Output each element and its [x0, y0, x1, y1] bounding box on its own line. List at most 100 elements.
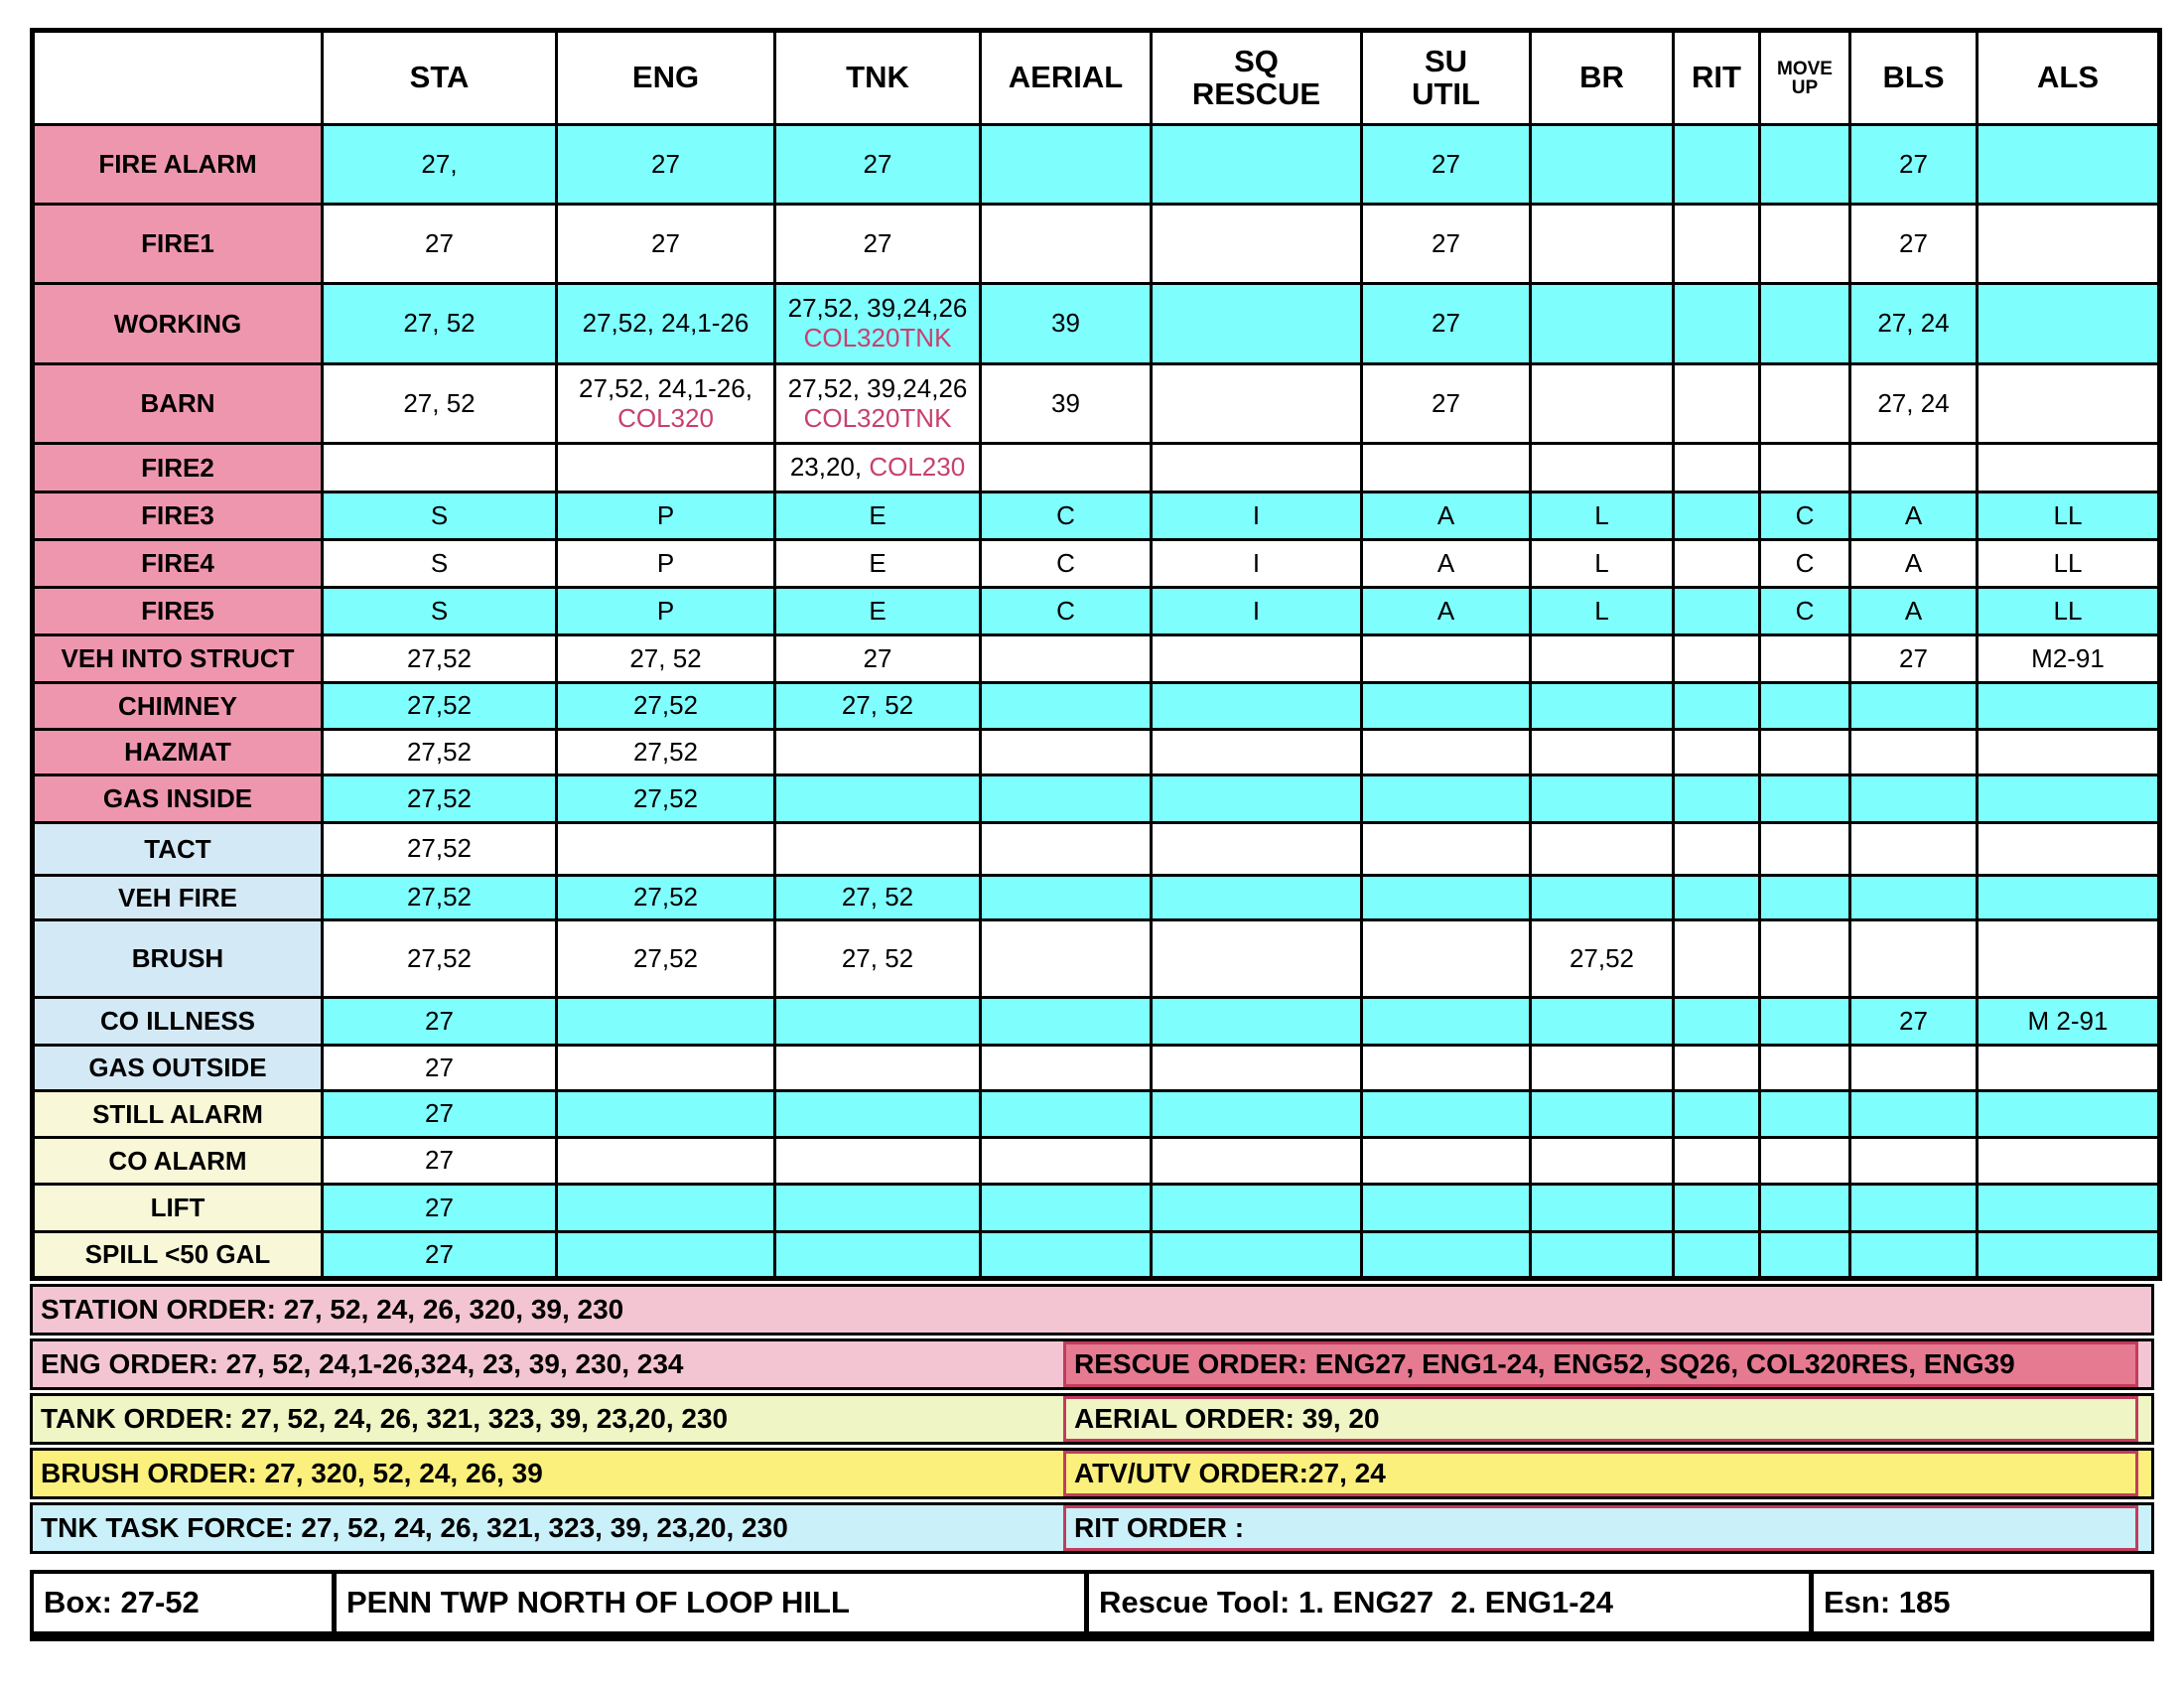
cell-fire3-SQ-RESCUE: I: [1150, 491, 1363, 541]
cell-barn-RIT: [1672, 362, 1761, 445]
tank-order-row: TANK ORDER: 27, 52, 24, 26, 321, 323, 39…: [30, 1393, 2154, 1445]
row-label-spill-50-gal: SPILL <50 GAL: [31, 1230, 324, 1280]
cell-gas-outside-TNK: [773, 1044, 982, 1092]
row-label-fire-alarm: FIRE ALARM: [31, 123, 324, 206]
cell-gas-outside-ALS: [1976, 1044, 2161, 1092]
esn-number: Esn: 185: [1809, 1574, 2150, 1631]
tnk-task-force-row: TNK TASK FORCE: 27, 52, 24, 26, 321, 323…: [30, 1502, 2154, 1554]
cell-fire1-BLS: 27: [1848, 203, 1979, 285]
cell-barn-SQ-RESCUE: [1150, 362, 1363, 445]
cell-chimney-SQ-RESCUE: [1150, 681, 1363, 731]
cell-tact-SU-UTIL: [1360, 821, 1532, 877]
cell-hazmat-SQ-RESCUE: [1150, 728, 1363, 776]
cell-gas-outside-AERIAL: [979, 1044, 1153, 1092]
cell-spill-50-gal-AERIAL: [979, 1230, 1153, 1280]
cell-co-illness-RIT: [1672, 996, 1761, 1047]
cell-fire1-RIT: [1672, 203, 1761, 285]
cell-brush-TNK: 27, 52: [773, 918, 982, 999]
column-header-ENG: ENG: [555, 29, 776, 126]
rescue-tool-order: Rescue Tool: 1. ENG27 2. ENG1-24: [1084, 1574, 1809, 1631]
cell-hazmat-SU-UTIL: [1360, 728, 1532, 776]
cell-barn-STA: 27, 52: [321, 362, 558, 445]
cell-brush-SU-UTIL: [1360, 918, 1532, 999]
cell-barn-SU-UTIL: 27: [1360, 362, 1532, 445]
order-lists: STATION ORDER: 27, 52, 24, 26, 320, 39, …: [30, 1284, 2154, 1554]
cell-still-alarm-TNK: [773, 1089, 982, 1139]
cell-tact-ALS: [1976, 821, 2161, 877]
cell-fire-alarm-TNK: 27: [773, 123, 982, 206]
cell-working-ENG: 27,52, 24,1-26: [555, 282, 776, 365]
cell-fire2-BLS: [1848, 442, 1979, 493]
cell-fire5-ENG: P: [555, 586, 776, 636]
cell-tact-RIT: [1672, 821, 1761, 877]
cell-co-alarm-TNK: [773, 1136, 982, 1186]
cell-tact-BLS: [1848, 821, 1979, 877]
cell-barn-AERIAL: 39: [979, 362, 1153, 445]
cell-lift-TNK: [773, 1183, 982, 1233]
cell-fire5-MOVE-UP: C: [1758, 586, 1851, 636]
row-label-fire4: FIRE4: [31, 538, 324, 589]
cell-working-SU-UTIL: 27: [1360, 282, 1532, 365]
cell-tact-SQ-RESCUE: [1150, 821, 1363, 877]
cell-veh-into-struct-RIT: [1672, 633, 1761, 684]
cell-lift-ALS: [1976, 1183, 2161, 1233]
cell-brush-ALS: [1976, 918, 2161, 999]
cell-still-alarm-BR: [1529, 1089, 1675, 1139]
row-label-still-alarm: STILL ALARM: [31, 1089, 324, 1139]
column-header-BLS: BLS: [1848, 29, 1979, 126]
cell-chimney-TNK: 27, 52: [773, 681, 982, 731]
cell-co-illness-STA: 27: [321, 996, 558, 1047]
cell-fire3-RIT: [1672, 491, 1761, 541]
cell-gas-inside-MOVE-UP: [1758, 774, 1851, 824]
cell-fire3-STA: S: [321, 491, 558, 541]
cell-fire1-ENG: 27: [555, 203, 776, 285]
cell-fire-alarm-AERIAL: [979, 123, 1153, 206]
cell-veh-fire-BLS: [1848, 874, 1979, 921]
cell-fire2-MOVE-UP: [1758, 442, 1851, 493]
table-body: FIRE ALARM 27, 27 27 27 27 FIRE1 27 27 27 27 27 WORK…: [31, 123, 2161, 1280]
cell-fire5-TNK: E: [773, 586, 982, 636]
corner-cell: [31, 29, 324, 126]
cell-gas-inside-BR: [1529, 774, 1675, 824]
cell-gas-inside-SQ-RESCUE: [1150, 774, 1363, 824]
cell-fire-alarm-STA: 27,: [321, 123, 558, 206]
cell-gas-outside-STA: 27: [321, 1044, 558, 1092]
cell-fire-alarm-RIT: [1672, 123, 1761, 206]
cell-fire-alarm-SQ-RESCUE: [1150, 123, 1363, 206]
cell-veh-fire-SQ-RESCUE: [1150, 874, 1363, 921]
accent-value: COL320: [617, 402, 714, 433]
cell-fire4-SU-UTIL: A: [1360, 538, 1532, 589]
eng-order-text: ENG ORDER: 27, 52, 24,1-26,324, 23, 39, …: [41, 1348, 684, 1379]
cell-veh-into-struct-ENG: 27, 52: [555, 633, 776, 684]
cell-chimney-ALS: [1976, 681, 2161, 731]
eng-order-row: ENG ORDER: 27, 52, 24,1-26,324, 23, 39, …: [30, 1338, 2154, 1390]
accent-value: COL320TNK: [803, 323, 952, 352]
cell-chimney-AERIAL: [979, 681, 1153, 731]
cell-veh-into-struct-MOVE-UP: [1758, 633, 1851, 684]
column-header-SQ-RESCUE: SQ RESCUE: [1150, 29, 1363, 126]
row-label-veh-fire: VEH FIRE: [31, 874, 324, 921]
row-veh-into-struct: VEH INTO STRUCT 27,52 27, 52 27 27 M2-91: [31, 633, 2161, 684]
cell-veh-fire-MOVE-UP: [1758, 874, 1851, 921]
column-header-ALS: ALS: [1976, 29, 2161, 126]
cell-fire-alarm-MOVE-UP: [1758, 123, 1851, 206]
cell-co-alarm-BLS: [1848, 1136, 1979, 1186]
cell-co-illness-BLS: 27: [1848, 996, 1979, 1047]
cell-fire3-SU-UTIL: A: [1360, 491, 1532, 541]
cell-fire2-SU-UTIL: [1360, 442, 1532, 493]
cell-still-alarm-STA: 27: [321, 1089, 558, 1139]
row-fire-alarm: FIRE ALARM 27, 27 27 27 27: [31, 123, 2161, 206]
cell-co-alarm-ALS: [1976, 1136, 2161, 1186]
cell-working-BR: [1529, 282, 1675, 365]
cell-veh-into-struct-SQ-RESCUE: [1150, 633, 1363, 684]
cell-fire2-RIT: [1672, 442, 1761, 493]
cell-chimney-ENG: 27,52: [555, 681, 776, 731]
footer-bar: Box: 27-52 PENN TWP NORTH OF LOOP HILL R…: [30, 1570, 2154, 1641]
row-co-alarm: CO ALARM 27: [31, 1136, 2161, 1186]
column-header-TNK: TNK: [773, 29, 982, 126]
row-fire4: FIRE4 S P E C I A L C A LL: [31, 538, 2161, 589]
cell-lift-SU-UTIL: [1360, 1183, 1532, 1233]
row-working: WORKING 27, 52 27,52, 24,1-26 27,52, 39,24,…: [31, 282, 2161, 365]
cell-fire4-RIT: [1672, 538, 1761, 589]
cell-fire5-SU-UTIL: A: [1360, 586, 1532, 636]
